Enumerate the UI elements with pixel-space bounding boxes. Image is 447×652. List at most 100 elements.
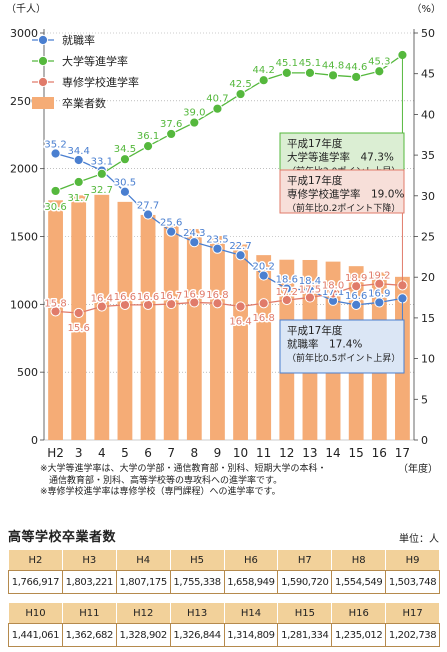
data-label-halo: 18.4 (299, 276, 321, 287)
data-label-halo: 44.6 (345, 62, 367, 73)
x-axis-unit: （年度） (398, 462, 438, 475)
data-label-halo: 16.8 (206, 290, 228, 301)
series-point (119, 154, 131, 165)
data-label: 16.6 (345, 291, 367, 302)
series-point (258, 75, 269, 86)
legend-marker (37, 76, 49, 88)
data-label: 33.1 (91, 157, 113, 168)
category-label: 17 (395, 446, 410, 460)
series-point (374, 297, 385, 308)
chart-notes: ※大学等進学率は、大学の学部・通信教育部・別科、短期大学の本科・ 通信教育部・別… (40, 464, 327, 499)
category-label: 4 (98, 446, 106, 460)
table-row: 1,441,061 1,362,682 1,328,902 1,326,844 … (8, 623, 440, 647)
graduates-cell: 1,766,917 (8, 570, 63, 594)
bar-graduates (117, 201, 133, 440)
year-header: H15 (277, 602, 333, 624)
annotation-text: 就職率 17.4% (287, 338, 362, 351)
graduates-table-row1: H2 H3 H4 H5 H6 H7 H8 H9 1,766,917 1,803,… (8, 549, 440, 594)
year-header: H8 (331, 549, 387, 571)
year-header: H16 (331, 602, 387, 624)
data-label-halo: 44.8 (322, 60, 344, 71)
series-point (50, 306, 61, 317)
bar-graduates (256, 255, 272, 440)
graduates-cell: 1,807,175 (115, 570, 171, 594)
data-label-halo: 44.2 (253, 65, 275, 76)
data-label-halo: 25.6 (160, 218, 182, 229)
category-label: 11 (256, 446, 271, 460)
data-label-halo: 36.1 (137, 131, 159, 142)
series-point (73, 154, 84, 166)
bar-graduates (48, 200, 63, 440)
series-point (235, 88, 246, 100)
data-label: 42.5 (229, 79, 251, 90)
year-header: H13 (169, 602, 225, 624)
data-label-halo: 18.6 (276, 275, 298, 286)
series-point (142, 141, 154, 152)
data-label: 15.6 (68, 323, 90, 334)
data-label: 18.6 (276, 275, 298, 286)
series-point (189, 237, 200, 248)
data-label-halo: 30.6 (44, 202, 66, 213)
data-label: 17.2 (276, 287, 298, 298)
left-tick-label: 1500 (10, 231, 38, 244)
year-header: H7 (277, 549, 333, 571)
category-label: 10 (233, 446, 248, 460)
series-point (235, 250, 246, 261)
data-label-halo: 16.8 (253, 313, 275, 324)
category-label: 12 (279, 446, 294, 460)
series-line (55, 283, 403, 314)
data-label: 31.7 (68, 193, 90, 204)
annotation-box (279, 169, 405, 214)
data-label: 16.4 (91, 294, 113, 305)
data-label-halo: 16.6 (137, 292, 159, 303)
data-label: 16.6 (137, 292, 159, 303)
data-label-halo: 17.2 (276, 287, 298, 298)
data-label-halo: 16.9 (368, 288, 390, 299)
right-tick-label: 20 (421, 271, 435, 284)
data-label-halo: 34.5 (114, 144, 136, 155)
series-point (96, 168, 107, 179)
data-label: 37.6 (160, 119, 182, 130)
year-header: H10 (8, 602, 63, 624)
right-tick-label: 50 (421, 27, 435, 40)
data-label: 16.7 (160, 291, 182, 302)
category-label: 8 (190, 446, 198, 460)
data-label-halo: 31.7 (68, 193, 90, 204)
annotation-text: （前年比0.5ポイント上昇） (287, 352, 400, 364)
data-label-halo: 20.2 (253, 262, 275, 273)
series-point (212, 243, 223, 254)
category-label: 9 (214, 446, 222, 460)
data-label-halo: 16.9 (183, 289, 205, 300)
data-label-halo: 15.6 (68, 323, 90, 334)
data-label: 18.4 (299, 276, 321, 287)
annotation-text: （前年比0.2ポイント下降） (287, 202, 400, 214)
right-tick-label: 35 (421, 149, 435, 162)
category-label: H2 (47, 446, 64, 460)
data-label: 18.0 (322, 280, 344, 291)
data-label-halo: 16.6 (114, 292, 136, 303)
data-label: 16.9 (183, 289, 205, 300)
series-point (258, 298, 269, 309)
year-header: H14 (223, 602, 279, 624)
graduates-cell: 1,441,061 (8, 623, 63, 647)
data-label: 16.6 (114, 292, 136, 303)
data-label: 16.8 (253, 313, 275, 324)
left-tick-label: 1000 (10, 298, 38, 311)
series-point (281, 294, 292, 306)
data-label: 39.0 (183, 108, 205, 119)
series-point (304, 67, 316, 78)
table-title: 高等学校卒業者数 (8, 530, 117, 545)
legend-label: 専修学校進学率 (62, 75, 139, 89)
year-header: H11 (61, 602, 117, 624)
data-label-halo: 45.1 (276, 58, 298, 69)
data-label: 16.9 (368, 288, 390, 299)
data-label: 45.1 (299, 58, 321, 69)
series-point (166, 226, 177, 237)
data-label: 36.1 (137, 131, 159, 142)
table-header-row: H2 H3 H4 H5 H6 H7 H8 H9 (8, 549, 440, 571)
data-label-halo: 16.4 (91, 294, 113, 305)
data-label: 19.2 (368, 271, 390, 282)
data-label: 22.7 (229, 241, 251, 252)
graduates-cell: 1,314,809 (223, 623, 278, 647)
graduates-cell: 1,362,682 (61, 623, 117, 647)
